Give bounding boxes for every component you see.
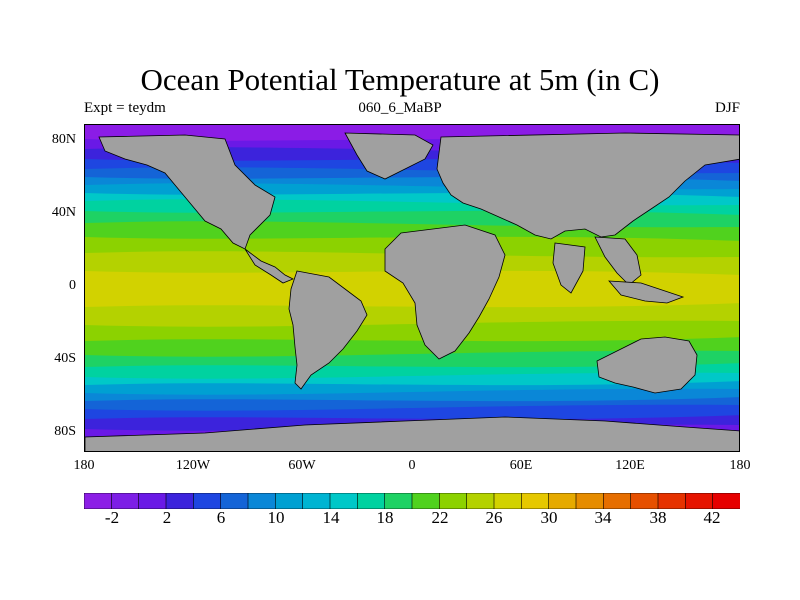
colorbar-tick-label: 42	[703, 508, 721, 527]
colorbar-swatch	[193, 493, 222, 509]
x-tick-label: 0	[408, 458, 416, 473]
central-america-landmass	[244, 248, 294, 284]
australia-landmass	[596, 336, 698, 394]
colorbar-swatch	[657, 493, 687, 509]
x-tick-label: 120W	[175, 458, 211, 473]
y-tick-label: 40S	[54, 351, 76, 366]
x-tick-label: 120E	[615, 458, 645, 473]
colorbar-swatch	[493, 493, 523, 509]
colorbar-swatch	[439, 493, 468, 509]
colorbar-tick-label: -2	[104, 508, 120, 527]
x-tick-label: 60W	[288, 458, 316, 473]
colorbar-swatch	[603, 493, 632, 509]
colorbar-swatch	[712, 493, 740, 509]
y-tick-label: 40N	[51, 205, 76, 220]
x-tick-label: 180	[729, 458, 751, 473]
x-tick-label: 60E	[509, 458, 533, 473]
colorbar-swatch	[411, 493, 441, 509]
season-label: DJF	[714, 100, 740, 116]
colorbar-swatch	[138, 493, 167, 509]
time-period-label: 060_6_MaBP	[358, 100, 442, 116]
map-plot-area	[84, 124, 740, 452]
eurasia-landmass	[436, 132, 739, 240]
colorbar-swatch	[111, 493, 140, 509]
antarctica-landmass	[85, 416, 739, 451]
map-title: Ocean Potential Temperature at 5m (in C)	[140, 62, 660, 97]
colorbar-swatch	[685, 493, 714, 509]
colorbar-tick-label: 2	[162, 508, 172, 527]
southeast-asia-landmass	[594, 236, 642, 286]
colorbar-tick-label: 38	[649, 508, 667, 527]
colorbar-swatch	[548, 493, 577, 509]
north-america-landmass	[98, 134, 276, 250]
colorbar-tick-label: 14	[322, 508, 340, 527]
colorbar-tick-label: 10	[267, 508, 285, 527]
africa-landmass	[384, 224, 506, 360]
colorbar-swatch	[630, 493, 659, 509]
colorbar-swatch	[165, 493, 195, 509]
colorbar	[84, 493, 740, 509]
colorbar-swatch	[247, 493, 277, 509]
colorbar-swatch	[84, 493, 113, 509]
experiment-label: Expt = teydm	[84, 100, 166, 116]
colorbar-tick-label: 26	[485, 508, 503, 527]
colorbar-swatch	[466, 493, 495, 509]
colorbar-tick-label: 18	[376, 508, 394, 527]
india-landmass	[552, 242, 586, 294]
colorbar-tick-label: 22	[431, 508, 449, 527]
indonesia-landmass	[608, 280, 685, 304]
colorbar-swatch	[329, 493, 359, 509]
colorbar-swatch	[302, 493, 331, 509]
colorbar-tick-label: 30	[540, 508, 558, 527]
x-tick-label: 180	[73, 458, 95, 473]
y-tick-label: 0	[69, 278, 76, 293]
colorbar-swatch	[575, 493, 605, 509]
y-tick-label: 80S	[54, 424, 76, 439]
colorbar-swatch	[275, 493, 304, 509]
temperature-map	[85, 125, 739, 451]
colorbar-swatch	[384, 493, 413, 509]
south-america-landmass	[288, 270, 368, 390]
colorbar-swatch	[357, 493, 386, 509]
y-tick-label: 80N	[51, 132, 76, 147]
colorbar-swatch	[521, 493, 550, 509]
colorbar-tick-label: 6	[216, 508, 226, 527]
greenland-landmass	[344, 132, 434, 180]
colorbar-tick-label: 34	[594, 508, 612, 527]
colorbar-swatch	[220, 493, 249, 509]
